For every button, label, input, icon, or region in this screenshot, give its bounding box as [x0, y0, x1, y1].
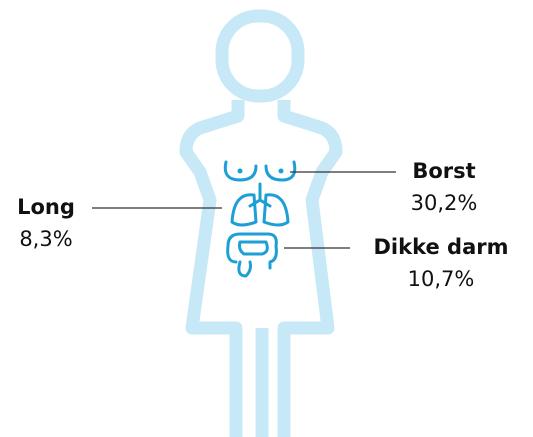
lungs	[230, 182, 290, 227]
intestines	[226, 232, 278, 278]
head	[215, 9, 305, 103]
label-name: Borst	[412, 159, 475, 183]
organs	[223, 160, 297, 278]
nipple	[278, 168, 284, 174]
breasts	[223, 160, 297, 182]
nipple	[237, 168, 243, 174]
label-value: 10,7%	[408, 267, 475, 291]
silhouette	[179, 9, 343, 437]
label-value: 8,3%	[19, 227, 72, 251]
body	[179, 100, 343, 437]
label-name: Long	[17, 195, 75, 219]
label-name: Dikke darm	[374, 235, 509, 259]
label-value: 30,2%	[411, 191, 478, 215]
